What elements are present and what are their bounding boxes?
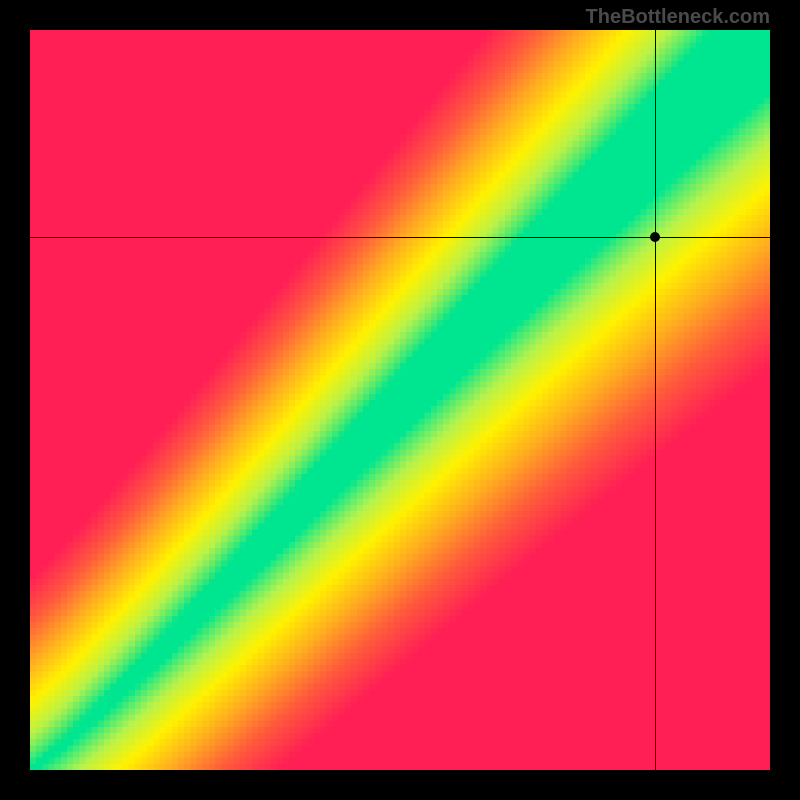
watermark-text: TheBottleneck.com bbox=[586, 6, 770, 29]
plot-area bbox=[30, 30, 770, 770]
chart-container: TheBottleneck.com bbox=[0, 0, 800, 800]
heatmap-canvas bbox=[30, 30, 770, 770]
crosshair-vertical bbox=[655, 30, 656, 770]
